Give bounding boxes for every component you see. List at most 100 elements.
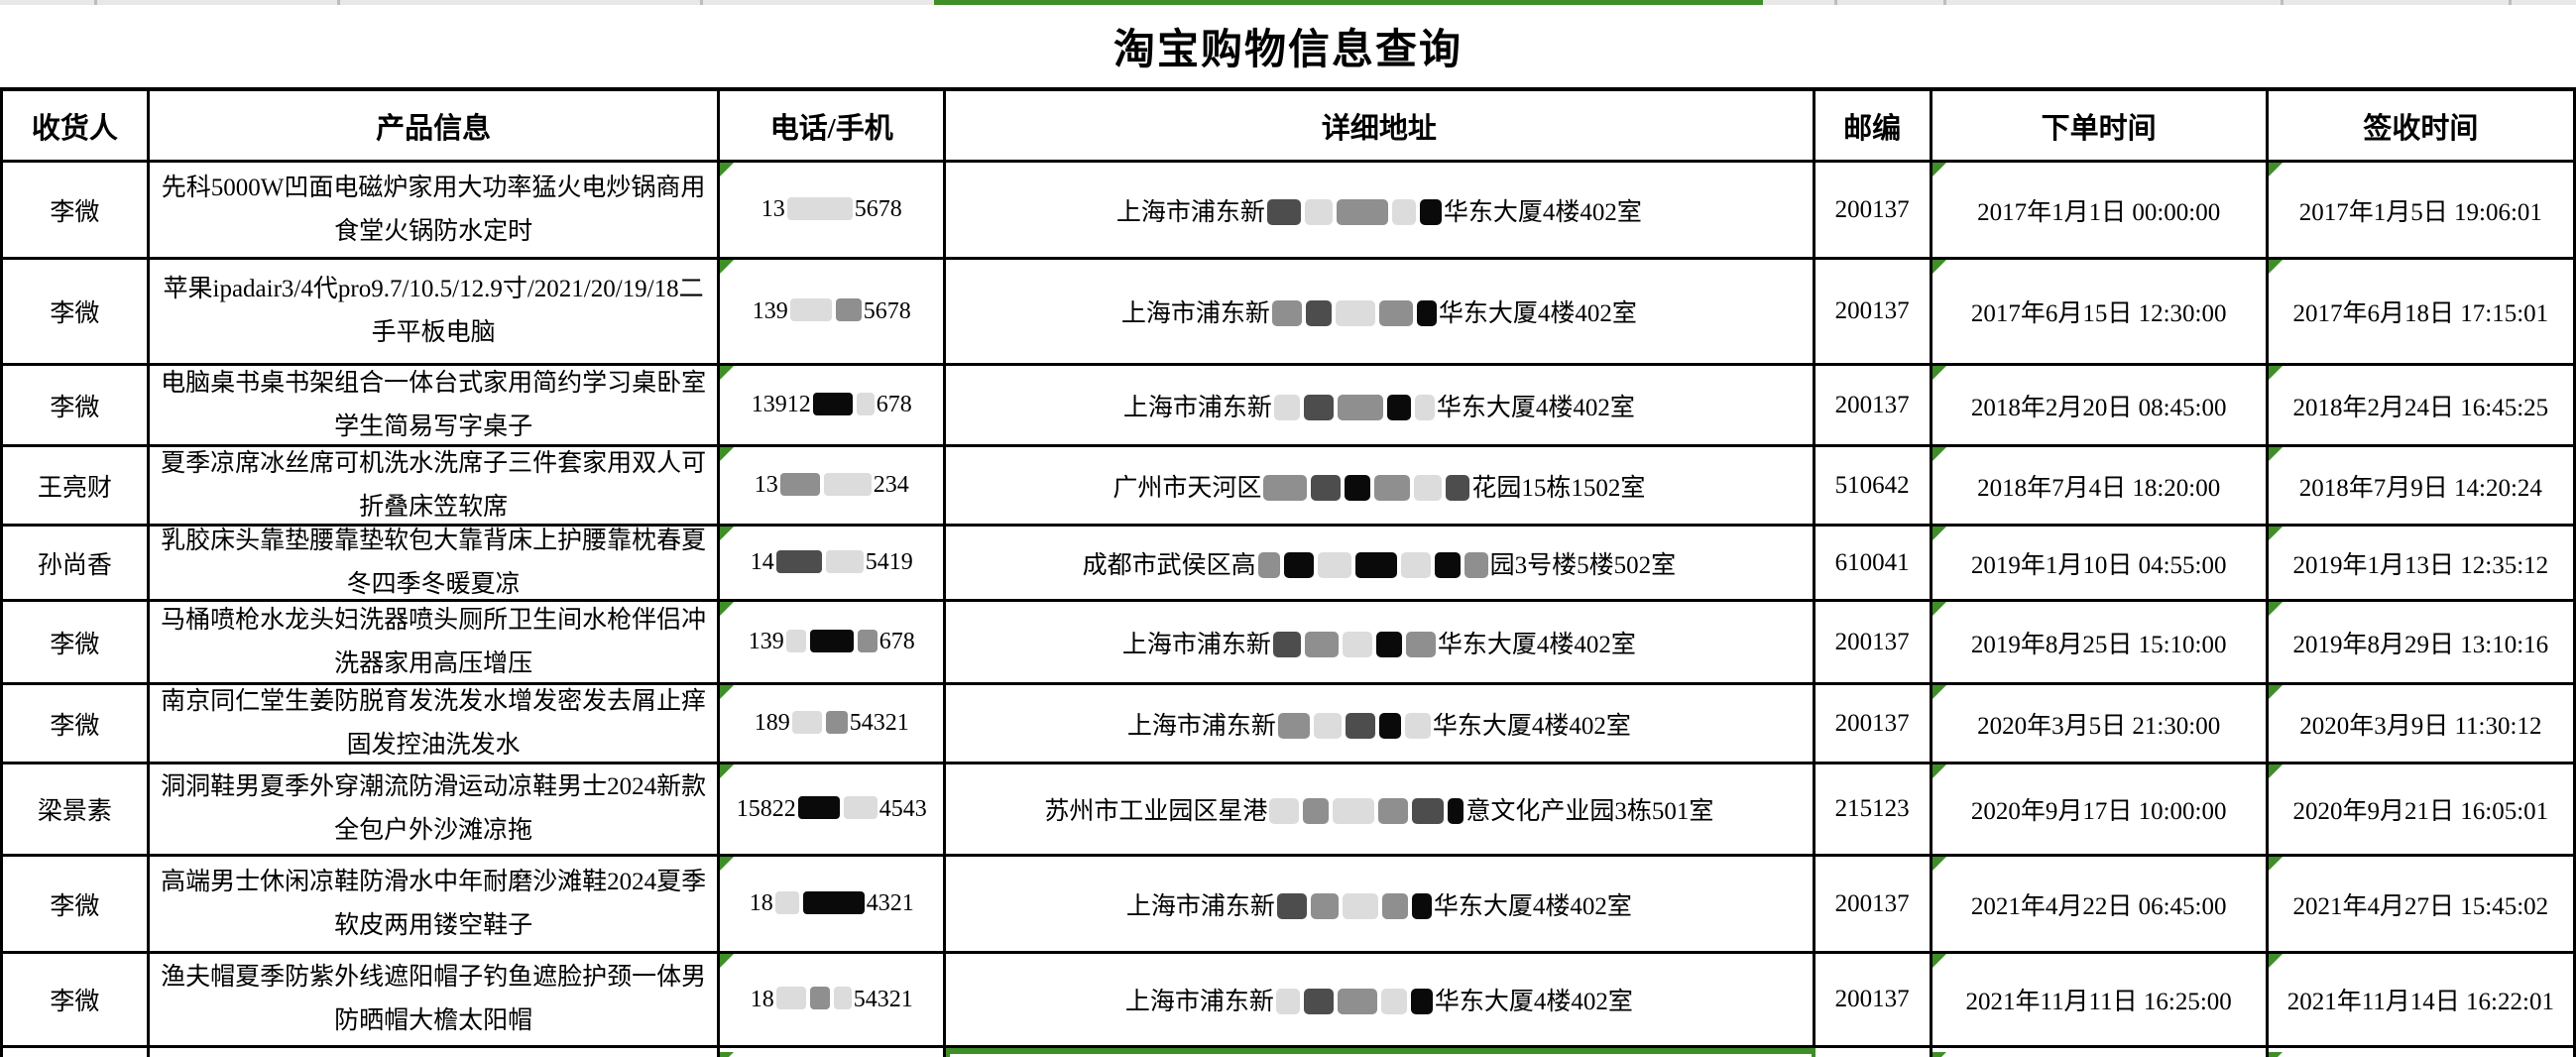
page-title[interactable]: 淘宝购物信息查询 <box>1112 28 1463 73</box>
cell-recipient[interactable]: 李微 <box>3 260 150 363</box>
cell-postal[interactable]: 200137 <box>1815 857 1932 951</box>
address-redacted-text: 上海市浦东新 华东大厦4楼402室 <box>1122 625 1636 660</box>
cell-product[interactable]: 洞洞鞋男夏季外穿潮流防滑运动凉鞋男士2024新款全包户外沙滩凉拖 <box>150 764 721 854</box>
partial-cell-recipient[interactable] <box>3 1048 150 1057</box>
column-header-sign_time[interactable]: 签收时间 <box>2363 112 2479 145</box>
column-header-address[interactable]: 详细地址 <box>946 91 1815 160</box>
column-header-order_time[interactable]: 下单时间 <box>1932 91 2269 160</box>
partial-cell-product[interactable] <box>149 1048 721 1057</box>
cell-corner-marker <box>720 954 735 968</box>
cell-product[interactable]: 马桶喷枪水龙头妇洗器喷头厕所卫生间水枪伴侣冲洗器家用高压增压 <box>150 602 721 682</box>
cell-phone[interactable]: 13 5678 <box>720 163 946 257</box>
cell-postal[interactable]: 200137 <box>1815 163 1932 257</box>
cell-recipient[interactable]: 李微 <box>3 857 150 951</box>
partial-cell-phone[interactable] <box>720 1048 946 1057</box>
cell-product[interactable]: 先科5000W凹面电磁炉家用大功率猛火电炒锅商用食堂火锅防水定时 <box>150 163 721 257</box>
text-fragment: 13 <box>754 472 778 498</box>
cell-recipient[interactable]: 梁景素 <box>3 764 150 854</box>
cell-phone[interactable]: 139 5678 <box>720 260 946 363</box>
cell-sign_time[interactable]: 2017年1月5日 19:06:01 <box>2268 163 2573 257</box>
cell-product[interactable]: 乳胶床头靠垫腰靠垫软包大靠背床上护腰靠枕春夏冬四季冬暖夏凉 <box>150 527 721 599</box>
cell-address[interactable]: 上海市浦东新 华东大厦4楼402室 <box>946 954 1815 1045</box>
cell-address[interactable]: 上海市浦东新 华东大厦4楼402室 <box>946 163 1815 257</box>
cell-sign_time[interactable]: 2018年7月9日 14:20:24 <box>2268 447 2573 524</box>
cell-recipient[interactable]: 李微 <box>3 954 150 1045</box>
redaction-mask <box>1342 631 1372 657</box>
cell-phone[interactable]: 189 54321 <box>720 685 946 762</box>
cell-order_time[interactable]: 2021年4月22日 06:45:00 <box>1932 857 2269 951</box>
selected-cell[interactable] <box>945 1048 1815 1057</box>
cell-product[interactable]: 南京同仁堂生姜防脱育发洗发水增发密发去屑止痒固发控油洗发水 <box>150 685 721 762</box>
cell-sign_time[interactable]: 2018年2月24日 16:45:25 <box>2268 366 2573 444</box>
address-redacted-text: 上海市浦东新 华东大厦4楼402室 <box>1123 388 1635 423</box>
cell-address[interactable]: 上海市浦东新 华东大厦4楼402室 <box>946 366 1815 444</box>
cell-address[interactable]: 广州市天河区 花园15栋1502室 <box>946 447 1815 524</box>
cell-corner-marker <box>720 1052 735 1057</box>
cell-postal[interactable]: 215123 <box>1815 764 1932 854</box>
partial-cell-order_time[interactable] <box>1932 1048 2269 1057</box>
cell-product[interactable]: 渔夫帽夏季防紫外线遮阳帽子钓鱼遮脸护颈一体男防晒帽大檐太阳帽 <box>150 954 721 1045</box>
cell-order_time[interactable]: 2018年2月20日 08:45:00 <box>1932 366 2269 444</box>
cell-sign_time[interactable]: 2021年4月27日 15:45:02 <box>2268 857 2573 951</box>
cell-address[interactable]: 上海市浦东新 华东大厦4楼402室 <box>946 260 1815 363</box>
partial-cell-sign_time[interactable] <box>2268 1048 2573 1057</box>
redaction-mask <box>1378 300 1413 327</box>
cell-address[interactable]: 上海市浦东新 华东大厦4楼402室 <box>946 857 1815 951</box>
cell-recipient[interactable]: 李微 <box>3 685 150 762</box>
cell-recipient[interactable]: 孙尚香 <box>3 527 150 599</box>
cell-phone[interactable]: 13 234 <box>720 447 946 524</box>
cell-address[interactable]: 上海市浦东新 华东大厦4楼402室 <box>946 685 1815 762</box>
cell-product[interactable]: 夏季凉席冰丝席可机洗水洗席子三件套家用双人可折叠床笠软席 <box>150 447 721 524</box>
redaction-mask <box>1257 551 1280 578</box>
cell-phone[interactable]: 18 4321 <box>720 857 946 951</box>
partial-cell-postal[interactable] <box>1815 1048 1932 1057</box>
cell-phone[interactable]: 18 54321 <box>720 954 946 1045</box>
cell-recipient[interactable]: 王亮财 <box>3 447 150 524</box>
cell-sign_time[interactable]: 2020年3月9日 11:30:12 <box>2268 685 2573 762</box>
cell-postal[interactable]: 200137 <box>1815 685 1932 762</box>
cell-order_time[interactable]: 2017年6月15日 12:30:00 <box>1932 260 2269 363</box>
cell-sign_time[interactable]: 2021年11月14日 16:22:01 <box>2268 954 2573 1045</box>
cell-recipient[interactable]: 李微 <box>3 366 150 444</box>
cell-order_time[interactable]: 2021年11月11日 16:25:00 <box>1932 954 2269 1045</box>
cell-address[interactable]: 苏州市工业园区星港 意文化产业园3栋501室 <box>946 764 1815 854</box>
cell-postal[interactable]: 200137 <box>1815 366 1932 444</box>
cell-order_time[interactable]: 2020年9月17日 10:00:00 <box>1932 764 2269 854</box>
cell-product[interactable]: 电脑桌书桌书架组合一体台式家用简约学习桌卧室学生简易写字桌子 <box>150 366 721 444</box>
cell-order_time[interactable]: 2019年1月10日 04:55:00 <box>1932 527 2269 599</box>
cell-phone[interactable]: 139 678 <box>720 602 946 682</box>
cell-phone[interactable]: 15822 4543 <box>720 764 946 854</box>
cell-postal[interactable]: 610041 <box>1815 527 1932 599</box>
column-header-postal[interactable]: 邮编 <box>1815 91 1932 160</box>
cell-sign_time[interactable]: 2017年6月18日 17:15:01 <box>2268 260 2573 363</box>
column-header-phone[interactable]: 电话/手机 <box>720 91 946 160</box>
cell-order_time[interactable]: 2018年7月4日 18:20:00 <box>1932 447 2269 524</box>
cell-product[interactable]: 高端男士休闲凉鞋防滑水中年耐磨沙滩鞋2024夏季软皮两用镂空鞋子 <box>150 857 721 951</box>
cell-postal[interactable]: 200137 <box>1815 954 1932 1045</box>
postal-text: 200137 <box>1834 391 1910 418</box>
cell-order_time[interactable]: 2019年8月25日 15:10:00 <box>1932 602 2269 682</box>
cell-address[interactable]: 成都市武侯区高 园3号楼5楼502室 <box>946 527 1815 599</box>
cell-address[interactable]: 上海市浦东新 华东大厦4楼402室 <box>946 602 1815 682</box>
cell-postal[interactable]: 510642 <box>1815 447 1932 524</box>
cell-sign_time[interactable]: 2019年8月29日 13:10:16 <box>2268 602 2573 682</box>
cell-phone[interactable]: 13912 678 <box>720 366 946 444</box>
cell-postal[interactable]: 200137 <box>1815 260 1932 363</box>
cell-postal[interactable]: 200137 <box>1815 602 1932 682</box>
cell-phone[interactable]: 14 5419 <box>720 527 946 599</box>
redaction-mask <box>1272 631 1301 657</box>
cell-order_time[interactable]: 2020年3月5日 21:30:00 <box>1932 685 2269 762</box>
cell-recipient[interactable]: 李微 <box>3 163 150 257</box>
redaction-mask <box>1276 892 1307 919</box>
cell-sign_time[interactable]: 2019年1月13日 12:35:12 <box>2268 527 2573 599</box>
cell-recipient[interactable]: 李微 <box>3 602 150 682</box>
column-header-product[interactable]: 产品信息 <box>150 91 721 160</box>
cell-product[interactable]: 苹果ipadair3/4代pro9.7/10.5/12.9寸/2021/20/1… <box>150 260 721 363</box>
cell-sign_time[interactable]: 2020年9月21日 16:05:01 <box>2268 764 2573 854</box>
redaction-mask <box>1303 798 1330 825</box>
table-row: 李微 苹果ipadair3/4代pro9.7/10.5/12.9寸/2021/20… <box>3 260 2573 366</box>
column-header-recipient[interactable]: 收货人 <box>3 91 150 160</box>
cell-order_time[interactable]: 2017年1月1日 00:00:00 <box>1932 163 2269 257</box>
cell-corner-marker <box>1932 366 1946 380</box>
